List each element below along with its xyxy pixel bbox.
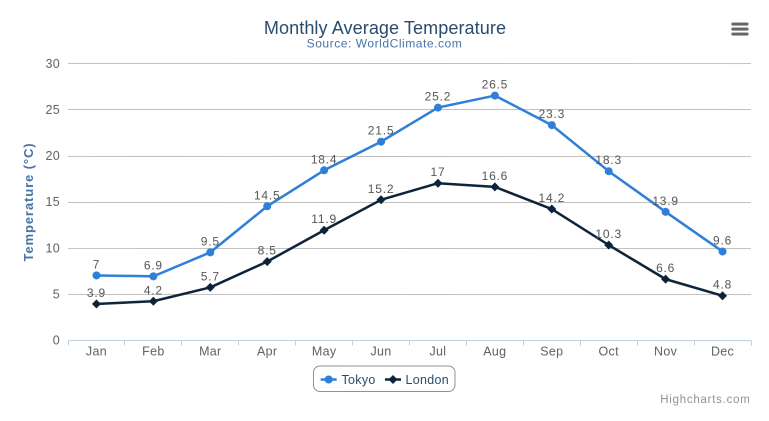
svg-text:Feb: Feb [142,344,164,358]
svg-text:18.4: 18.4 [311,152,338,166]
svg-text:3.9: 3.9 [87,286,106,300]
svg-text:25: 25 [46,103,61,117]
svg-text:9.6: 9.6 [713,234,732,248]
svg-text:15.2: 15.2 [368,182,395,196]
svg-text:20: 20 [45,149,60,163]
svg-text:14.2: 14.2 [539,191,566,205]
svg-text:Highcharts.com: Highcharts.com [660,394,750,406]
svg-text:30: 30 [46,57,61,71]
svg-text:Jun: Jun [370,344,391,358]
svg-text:Monthly Average Temperature: Monthly Average Temperature [264,18,506,38]
svg-text:5: 5 [53,287,60,301]
svg-text:London: London [405,373,449,387]
svg-text:17: 17 [430,165,445,179]
svg-text:21.5: 21.5 [368,124,395,138]
svg-text:18.3: 18.3 [595,153,622,167]
svg-text:Dec: Dec [711,345,734,359]
svg-text:Mar: Mar [199,344,221,358]
svg-text:10: 10 [45,241,60,255]
svg-text:7: 7 [93,257,100,271]
svg-text:11.9: 11.9 [311,212,337,226]
svg-text:Apr: Apr [257,344,277,358]
svg-text:Source: WorldClimate.com: Source: WorldClimate.com [307,37,463,51]
svg-text:Nov: Nov [654,345,678,359]
svg-text:Tokyo: Tokyo [341,373,375,387]
svg-text:13.9: 13.9 [652,194,679,208]
svg-text:10.3: 10.3 [595,227,622,241]
svg-text:Aug: Aug [483,345,506,359]
svg-text:4.8: 4.8 [713,278,732,292]
svg-text:5.7: 5.7 [201,269,220,283]
svg-text:Jan: Jan [86,344,107,358]
svg-text:9.5: 9.5 [201,234,220,248]
svg-text:14.5: 14.5 [254,188,281,202]
svg-text:6.9: 6.9 [144,258,163,272]
svg-text:Oct: Oct [599,345,620,359]
svg-text:26.5: 26.5 [482,78,509,92]
svg-text:16.6: 16.6 [482,169,509,183]
svg-text:25.2: 25.2 [425,90,452,104]
svg-text:Sep: Sep [540,345,563,359]
svg-text:6.6: 6.6 [656,261,675,275]
svg-text:Jul: Jul [429,345,446,359]
svg-text:May: May [312,344,337,358]
svg-text:Temperature (°C): Temperature (°C) [21,142,36,261]
svg-text:4.2: 4.2 [144,283,163,297]
svg-text:23.3: 23.3 [539,107,566,121]
svg-text:15: 15 [45,195,60,209]
svg-text:0: 0 [53,333,60,347]
svg-text:8.5: 8.5 [258,244,277,258]
